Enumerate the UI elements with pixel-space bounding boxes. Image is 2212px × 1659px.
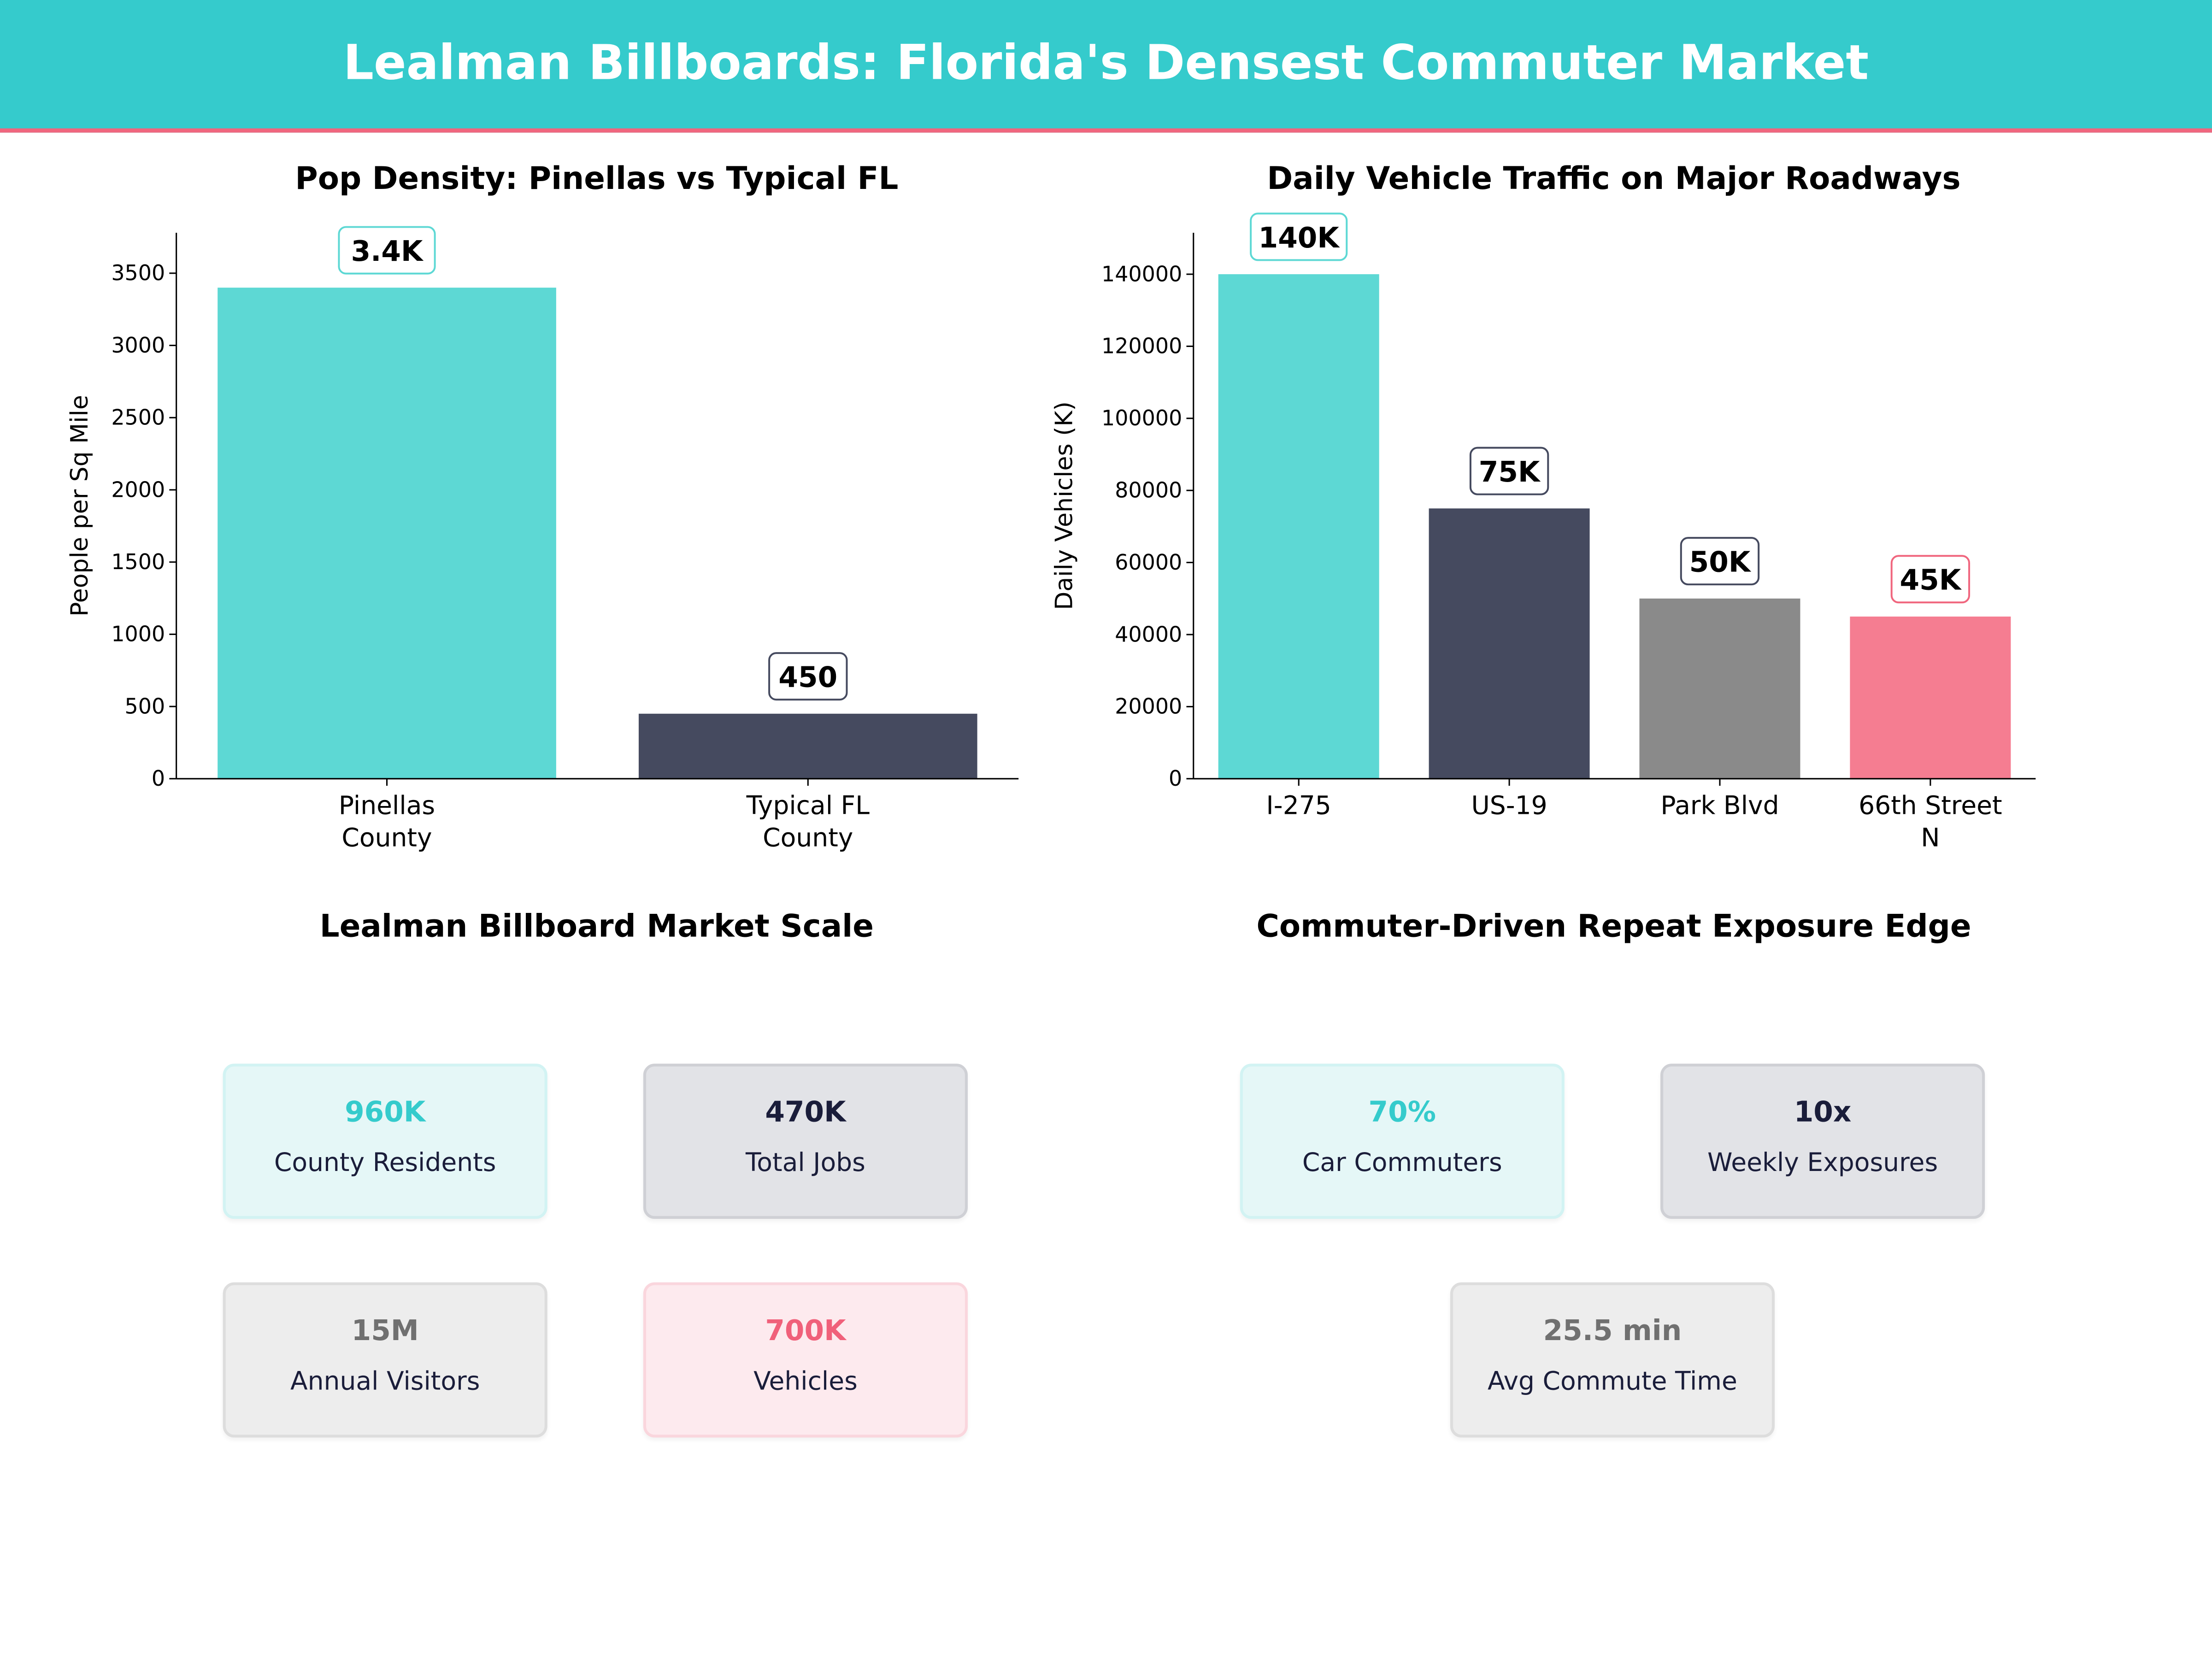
data-label: 75K [1479, 456, 1541, 488]
stat-card-total-jobs: 470K Total Jobs [643, 1064, 968, 1219]
stat-card-weekly-exposures: 10x Weekly Exposures [1660, 1064, 1985, 1219]
y-tick-label: 20000 [1115, 694, 1182, 719]
x-tick-label: County [763, 823, 853, 853]
y-tick-label: 120000 [1101, 334, 1182, 359]
x-tick-label: Park Blvd [1660, 790, 1779, 820]
y-axis-label: Daily Vehicles (K) [1051, 401, 1078, 610]
y-tick-label: 80000 [1115, 478, 1182, 503]
data-label: 140K [1259, 222, 1341, 254]
y-tick-label: 0 [1169, 766, 1182, 791]
stat-card-avg-commute: 25.5 min Avg Commute Time [1450, 1282, 1775, 1438]
data-label-box [1890, 555, 1971, 604]
stat-value: 10x [1794, 1094, 1852, 1129]
bar [1429, 508, 1590, 779]
data-label: 3.4K [351, 235, 424, 268]
bar [218, 288, 556, 779]
data-label-box [338, 226, 436, 275]
y-tick-label: 40000 [1115, 622, 1182, 647]
bar [1218, 274, 1379, 779]
stat-value: 470K [765, 1094, 846, 1129]
y-tick-label: 0 [152, 766, 165, 791]
stat-label: Total Jobs [745, 1148, 865, 1178]
x-tick-label: County [341, 823, 432, 853]
stat-value: 70% [1368, 1094, 1436, 1129]
stat-label: Weekly Exposures [1707, 1148, 1938, 1178]
stat-label: Annual Visitors [290, 1367, 480, 1397]
y-axis-label: People per Sq Mile [66, 395, 94, 617]
y-tick-label: 1500 [111, 549, 165, 574]
x-tick-label: Typical FL [746, 790, 870, 820]
page-title: Lealman Billboards: Florida's Densest Co… [343, 35, 1869, 92]
stat-card-vehicles: 700K Vehicles [643, 1282, 968, 1438]
stat-label: Vehicles [753, 1367, 858, 1397]
data-label: 50K [1689, 546, 1752, 579]
market-title: Lealman Billboard Market Scale [319, 910, 874, 946]
stat-card-annual-visitors: 15M Annual Visitors [223, 1282, 547, 1438]
data-label: 450 [778, 661, 837, 694]
data-label-box [1250, 212, 1348, 261]
chart-title-traffic: Daily Vehicle Traffic on Major Roadways [1267, 162, 1961, 198]
data-label-box [1680, 537, 1760, 586]
y-tick-label: 100000 [1101, 406, 1182, 430]
stat-value: 25.5 min [1543, 1313, 1682, 1347]
y-tick-label: 1000 [111, 622, 165, 647]
x-tick-label: I-275 [1266, 790, 1331, 820]
bar [638, 713, 977, 779]
data-label-box [1469, 447, 1549, 495]
stat-card-county-residents: 960K County Residents [223, 1064, 547, 1219]
y-tick-label: 2000 [111, 477, 165, 502]
header-banner: Lealman Billboards: Florida's Densest Co… [0, 0, 2212, 133]
x-tick-label: N [1921, 823, 1940, 853]
bar [1850, 616, 2011, 779]
bar [1639, 598, 1800, 779]
stat-value: 960K [345, 1094, 426, 1129]
y-tick-label: 3000 [111, 333, 165, 358]
y-tick-label: 140000 [1101, 261, 1182, 286]
stat-card-car-commuters: 70% Car Commuters [1240, 1064, 1565, 1219]
y-tick-label: 2500 [111, 405, 165, 430]
exposure-title: Commuter-Driven Repeat Exposure Edge [1256, 910, 1971, 946]
stat-value: 15M [351, 1313, 419, 1347]
x-tick-label: US-19 [1471, 790, 1547, 820]
data-label: 45K [1900, 564, 1962, 597]
stat-value: 700K [765, 1313, 846, 1347]
y-tick-label: 500 [125, 694, 165, 718]
stat-label: County Residents [274, 1148, 496, 1178]
y-tick-label: 60000 [1115, 550, 1182, 575]
x-tick-label: 66th Street [1859, 790, 2002, 820]
stat-label: Car Commuters [1302, 1148, 1502, 1178]
x-tick-label: Pinellas [339, 790, 435, 820]
chart-title-density: Pop Density: Pinellas vs Typical FL [295, 162, 899, 198]
stat-label: Avg Commute Time [1487, 1367, 1737, 1397]
charts-canvas: 0 500 1000 1500 2000 2500 3000 3500 3.4K Pinellas… [66, 212, 2036, 853]
data-label-box [768, 652, 848, 701]
y-tick-label: 3500 [111, 260, 165, 285]
